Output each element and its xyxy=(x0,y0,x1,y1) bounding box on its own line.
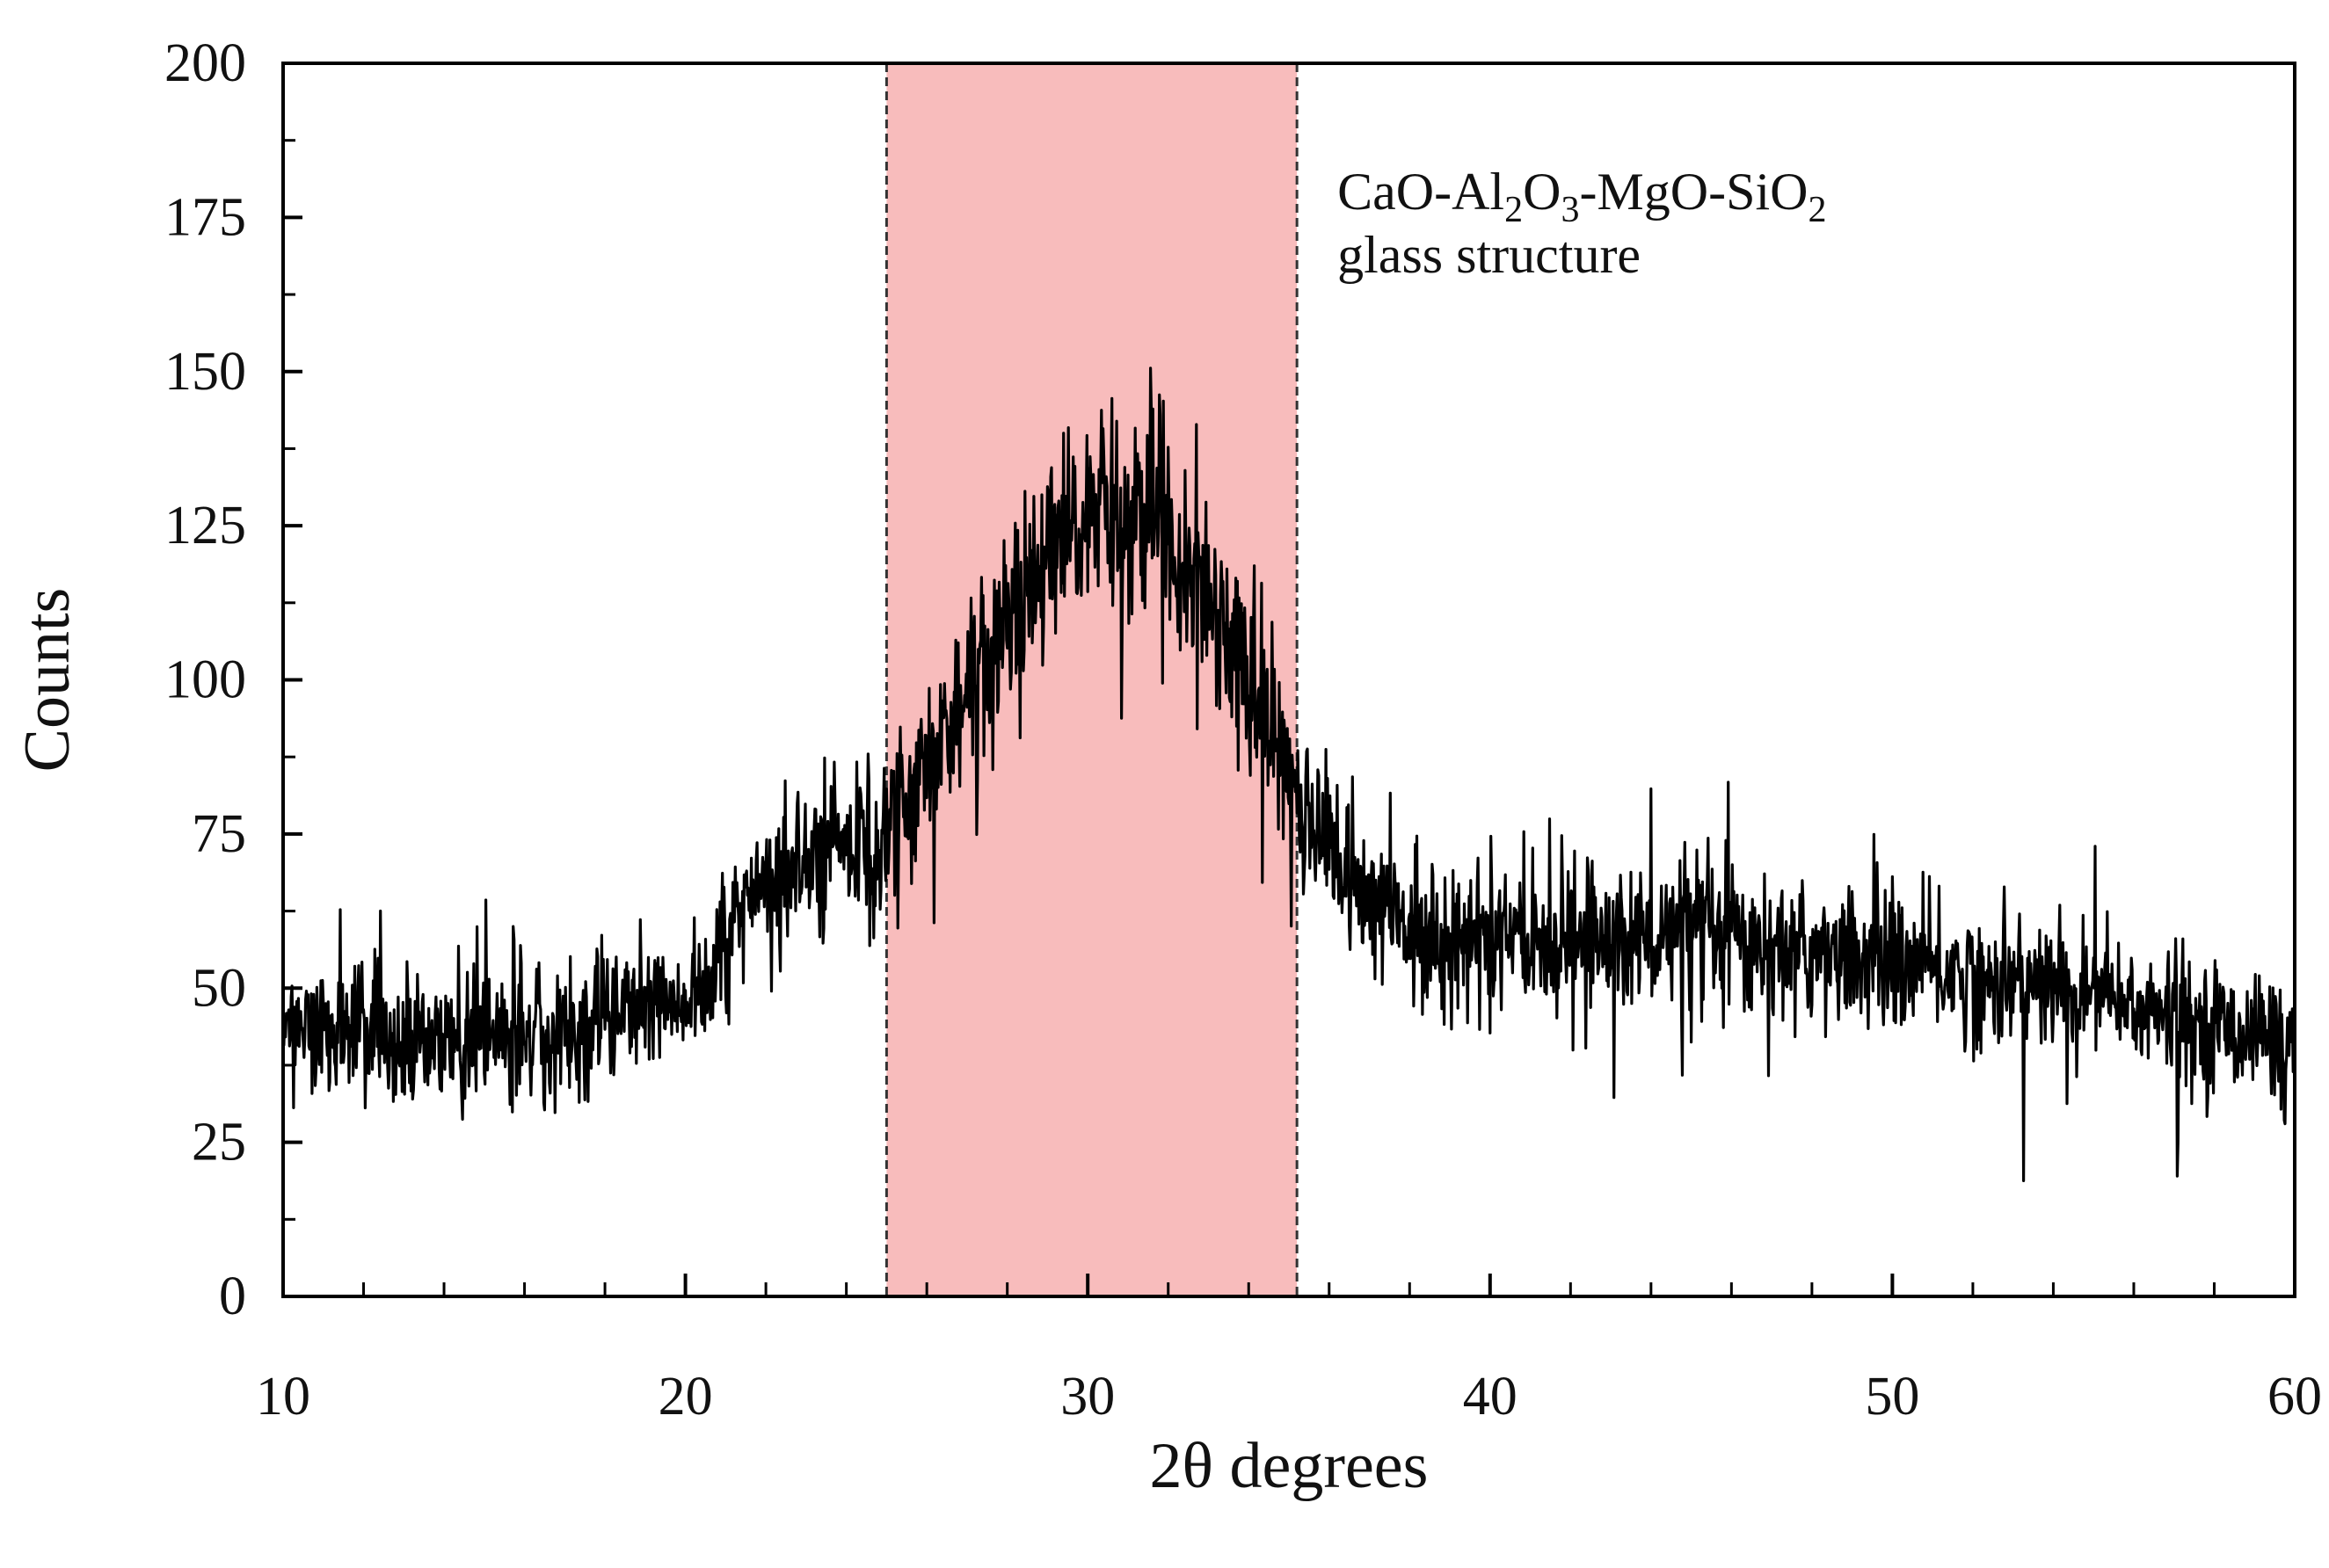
annotation-subscript: 2 xyxy=(1504,190,1523,230)
y-tick-label: 150 xyxy=(164,342,246,402)
axes: 0 25 50 75 100 125 150 175 200 10 20 30 40 50 60 xyxy=(164,33,2322,1426)
y-tick-label: 125 xyxy=(164,496,246,555)
x-tick-label: 50 xyxy=(1865,1367,1919,1426)
y-axis-title: Counts xyxy=(11,588,84,773)
x-tick-label: 20 xyxy=(659,1367,713,1426)
annotation-subscript: 3 xyxy=(1561,190,1579,230)
y-tick-label: 25 xyxy=(192,1113,246,1172)
annotation-formula: CaO-Al2O3-MgO-SiO2 xyxy=(1337,163,1826,230)
x-axis-title: 2θ degrees xyxy=(1150,1430,1429,1502)
y-tick-label: 175 xyxy=(164,187,246,247)
annotation-part: O xyxy=(1523,163,1561,221)
annotation-glass-structure: glass structure xyxy=(1337,226,1641,284)
y-tick-label: 200 xyxy=(164,33,246,93)
annotation-subscript: 2 xyxy=(1808,190,1826,230)
y-tick-label: 75 xyxy=(192,804,246,864)
annotation-part: -MgO-SiO xyxy=(1579,163,1808,221)
x-tick-label: 30 xyxy=(1060,1367,1115,1426)
annotation-part: CaO-Al xyxy=(1337,163,1504,221)
labels: 2θ degrees Counts CaO-Al2O3-MgO-SiO2 gla… xyxy=(11,163,1826,1502)
x-tick-label: 10 xyxy=(256,1367,310,1426)
x-tick-label: 40 xyxy=(1463,1367,1517,1426)
y-tick-label: 50 xyxy=(192,958,246,1018)
plot-area xyxy=(281,63,2296,1296)
y-tick-label: 0 xyxy=(219,1267,246,1326)
x-tick-label: 60 xyxy=(2267,1367,2322,1426)
xrd-signal-line xyxy=(281,367,2296,1183)
y-tick-label: 100 xyxy=(164,650,246,710)
